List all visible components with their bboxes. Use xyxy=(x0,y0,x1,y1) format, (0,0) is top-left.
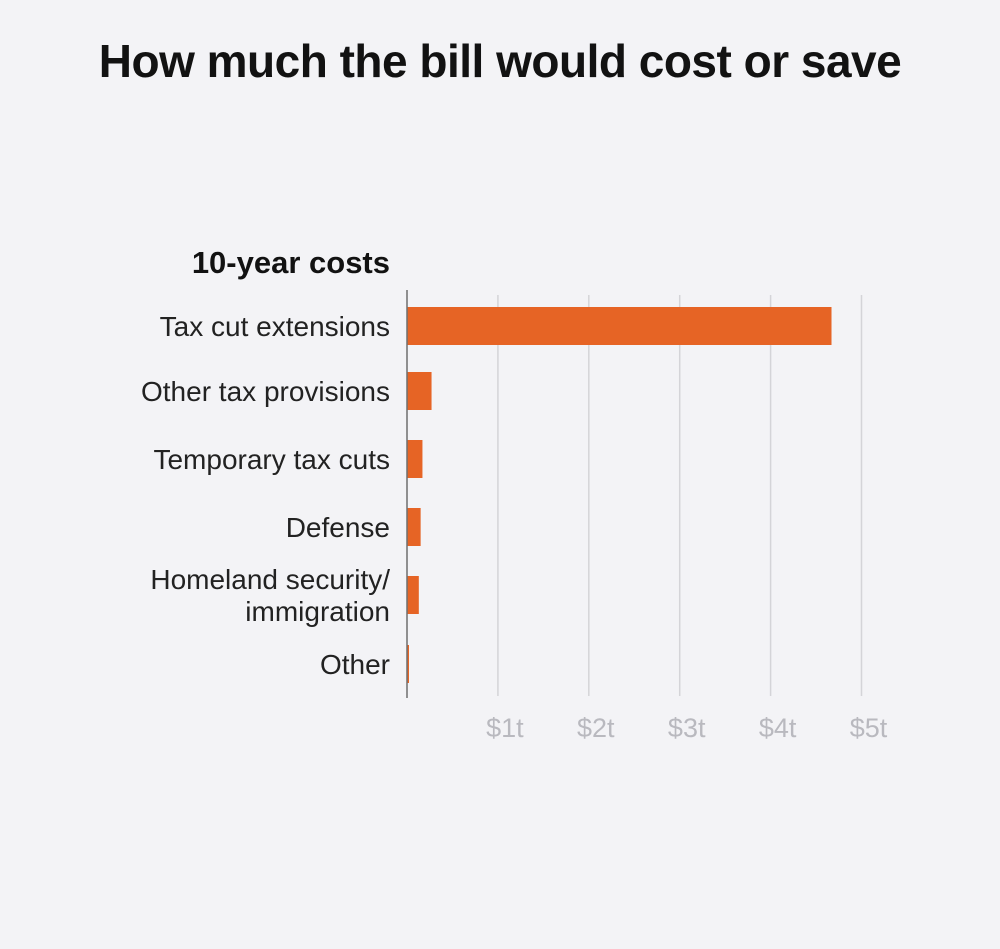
bar xyxy=(407,440,423,478)
bar xyxy=(407,576,419,614)
x-axis-ticks: $1t $2t $3t $4t $5t xyxy=(486,713,888,743)
bar xyxy=(407,508,421,546)
x-tick-label: $3t xyxy=(668,713,706,743)
chart-heading: 10-year costs xyxy=(192,245,390,280)
category-label: Temporary tax cuts xyxy=(153,444,390,475)
bar xyxy=(407,645,409,683)
category-label: immigration xyxy=(245,596,390,627)
bar xyxy=(407,372,432,410)
x-tick-label: $5t xyxy=(850,713,888,743)
bar xyxy=(407,307,832,345)
chart-title: How much the bill would cost or save xyxy=(98,35,902,87)
grid-lines xyxy=(497,295,863,696)
x-tick-label: $2t xyxy=(577,713,615,743)
category-label: Other xyxy=(320,649,390,680)
category-label: Other tax provisions xyxy=(141,376,390,407)
category-label: Defense xyxy=(286,512,390,543)
category-label: Tax cut extensions xyxy=(160,311,390,342)
x-tick-label: $1t xyxy=(486,713,524,743)
bars xyxy=(407,307,832,683)
category-labels: Tax cut extensions Other tax provisions Te… xyxy=(141,311,390,680)
x-tick-label: $4t xyxy=(759,713,797,743)
category-label: Homeland security/ xyxy=(150,564,390,595)
